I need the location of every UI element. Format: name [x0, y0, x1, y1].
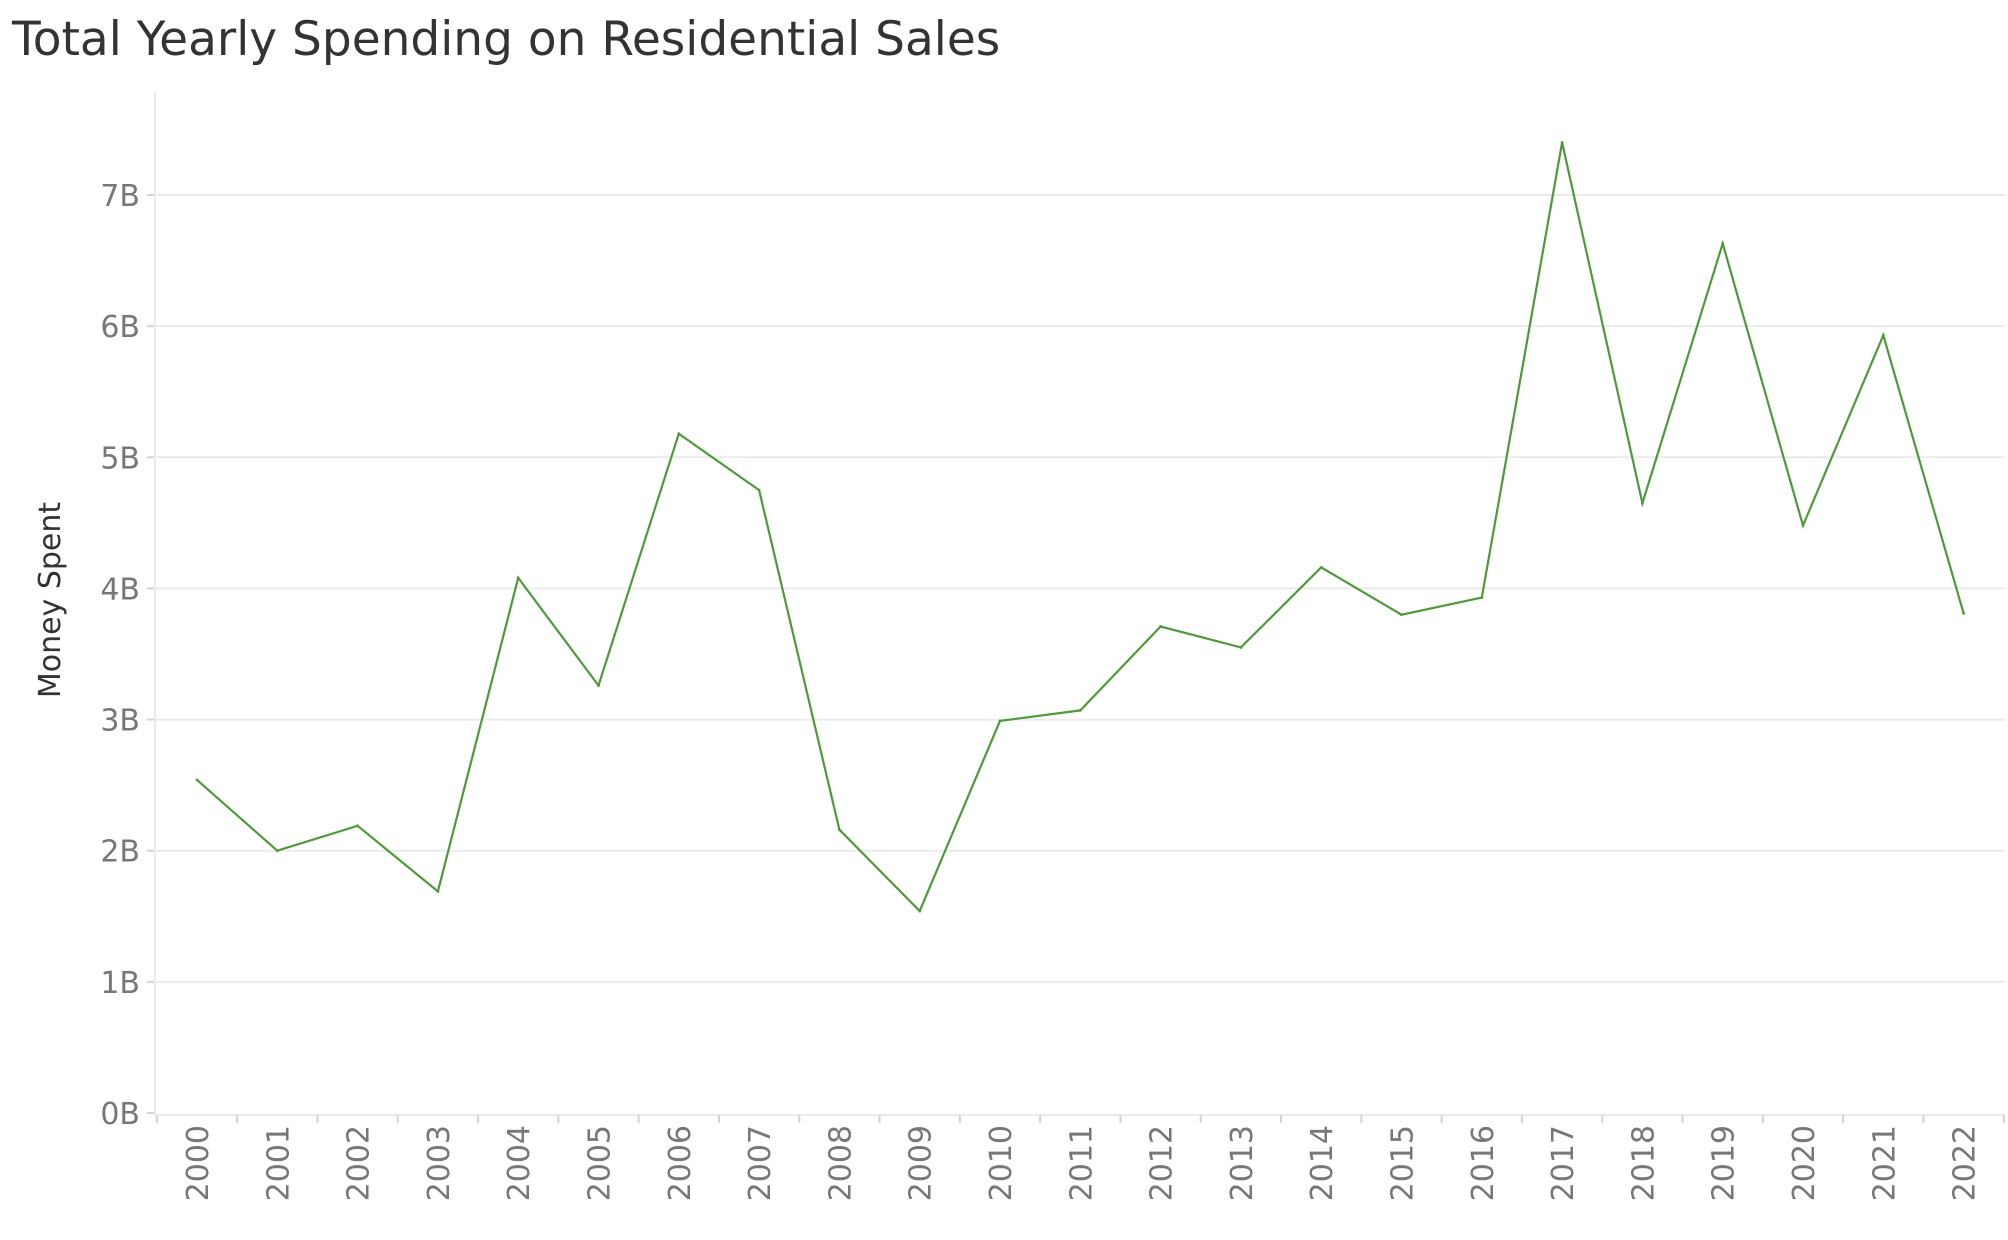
data-point	[677, 432, 681, 436]
data-point	[275, 849, 279, 853]
data-point	[1641, 501, 1644, 505]
x-tick-label: 2022	[1948, 1125, 1983, 1201]
data-point	[1078, 708, 1082, 712]
x-tick-label: 2011	[1064, 1125, 1099, 1201]
data-point	[757, 488, 761, 492]
data-point	[436, 889, 440, 893]
y-tick-label: 1B	[100, 966, 140, 1001]
x-tick-label: 2000	[181, 1125, 216, 1201]
data-point	[1400, 613, 1403, 617]
data-point	[516, 576, 520, 580]
data-point	[1721, 242, 1725, 245]
x-tick-label: 2019	[1707, 1125, 1742, 1201]
data-point	[1560, 141, 1564, 144]
data-point	[918, 909, 922, 913]
data-point	[195, 778, 199, 782]
data-point	[1159, 625, 1162, 628]
x-tick-label: 2013	[1225, 1125, 1260, 1201]
y-tick-label: 4B	[100, 572, 140, 607]
x-tick-label: 2007	[743, 1125, 778, 1201]
x-tick-label: 2008	[823, 1125, 858, 1201]
y-tick-label: 3B	[100, 704, 140, 739]
x-tick-label: 2005	[583, 1125, 618, 1201]
x-tick-label: 2006	[663, 1125, 698, 1201]
data-point	[1962, 611, 1965, 615]
data-point	[838, 828, 841, 832]
y-tick-label: 7B	[100, 179, 140, 214]
data-point	[597, 684, 600, 687]
axes	[147, 92, 2005, 1123]
x-tick-label: 2004	[502, 1125, 537, 1201]
data-point	[998, 719, 1002, 723]
series-line	[196, 142, 1965, 913]
y-tick-label: 0B	[100, 1097, 140, 1132]
y-tick-label: 6B	[100, 310, 140, 345]
y-axis-ticks: 0B 1B 2B 3B 4B 5B 6B 7B	[100, 179, 140, 1132]
x-axis-ticks: 2000 2001 2002 2003 2004 2005 2006 2007 2008 2009…	[181, 1125, 1983, 1201]
y-tick-label: 2B	[100, 835, 140, 870]
gridlines	[155, 194, 2005, 983]
x-tick-label: 2014	[1305, 1125, 1340, 1201]
data-point	[1801, 524, 1805, 527]
data-point	[1319, 566, 1323, 569]
x-tick-label: 2009	[904, 1125, 939, 1201]
x-tick-label: 2001	[261, 1125, 296, 1201]
x-tick-label: 2016	[1466, 1125, 1501, 1201]
x-tick-label: 2021	[1867, 1125, 1902, 1201]
data-point	[356, 824, 359, 828]
data-point	[1881, 333, 1885, 337]
data-point	[1480, 596, 1484, 600]
x-tick-label: 2018	[1626, 1125, 1661, 1201]
chart-title: Total Yearly Spending on Residential Sal…	[12, 12, 1001, 67]
x-tick-label: 2003	[422, 1125, 457, 1201]
x-tick-label: 2017	[1546, 1125, 1581, 1201]
series	[195, 141, 1965, 913]
y-tick-label: 5B	[100, 441, 140, 476]
data-point	[1239, 646, 1243, 649]
x-tick-label: 2002	[342, 1125, 377, 1201]
y-axis-title: Money Spent	[33, 502, 68, 699]
x-tick-label: 2015	[1386, 1125, 1421, 1201]
x-tick-label: 2010	[984, 1125, 1019, 1201]
x-tick-label: 2020	[1787, 1125, 1822, 1201]
x-tick-label: 2012	[1145, 1125, 1180, 1201]
